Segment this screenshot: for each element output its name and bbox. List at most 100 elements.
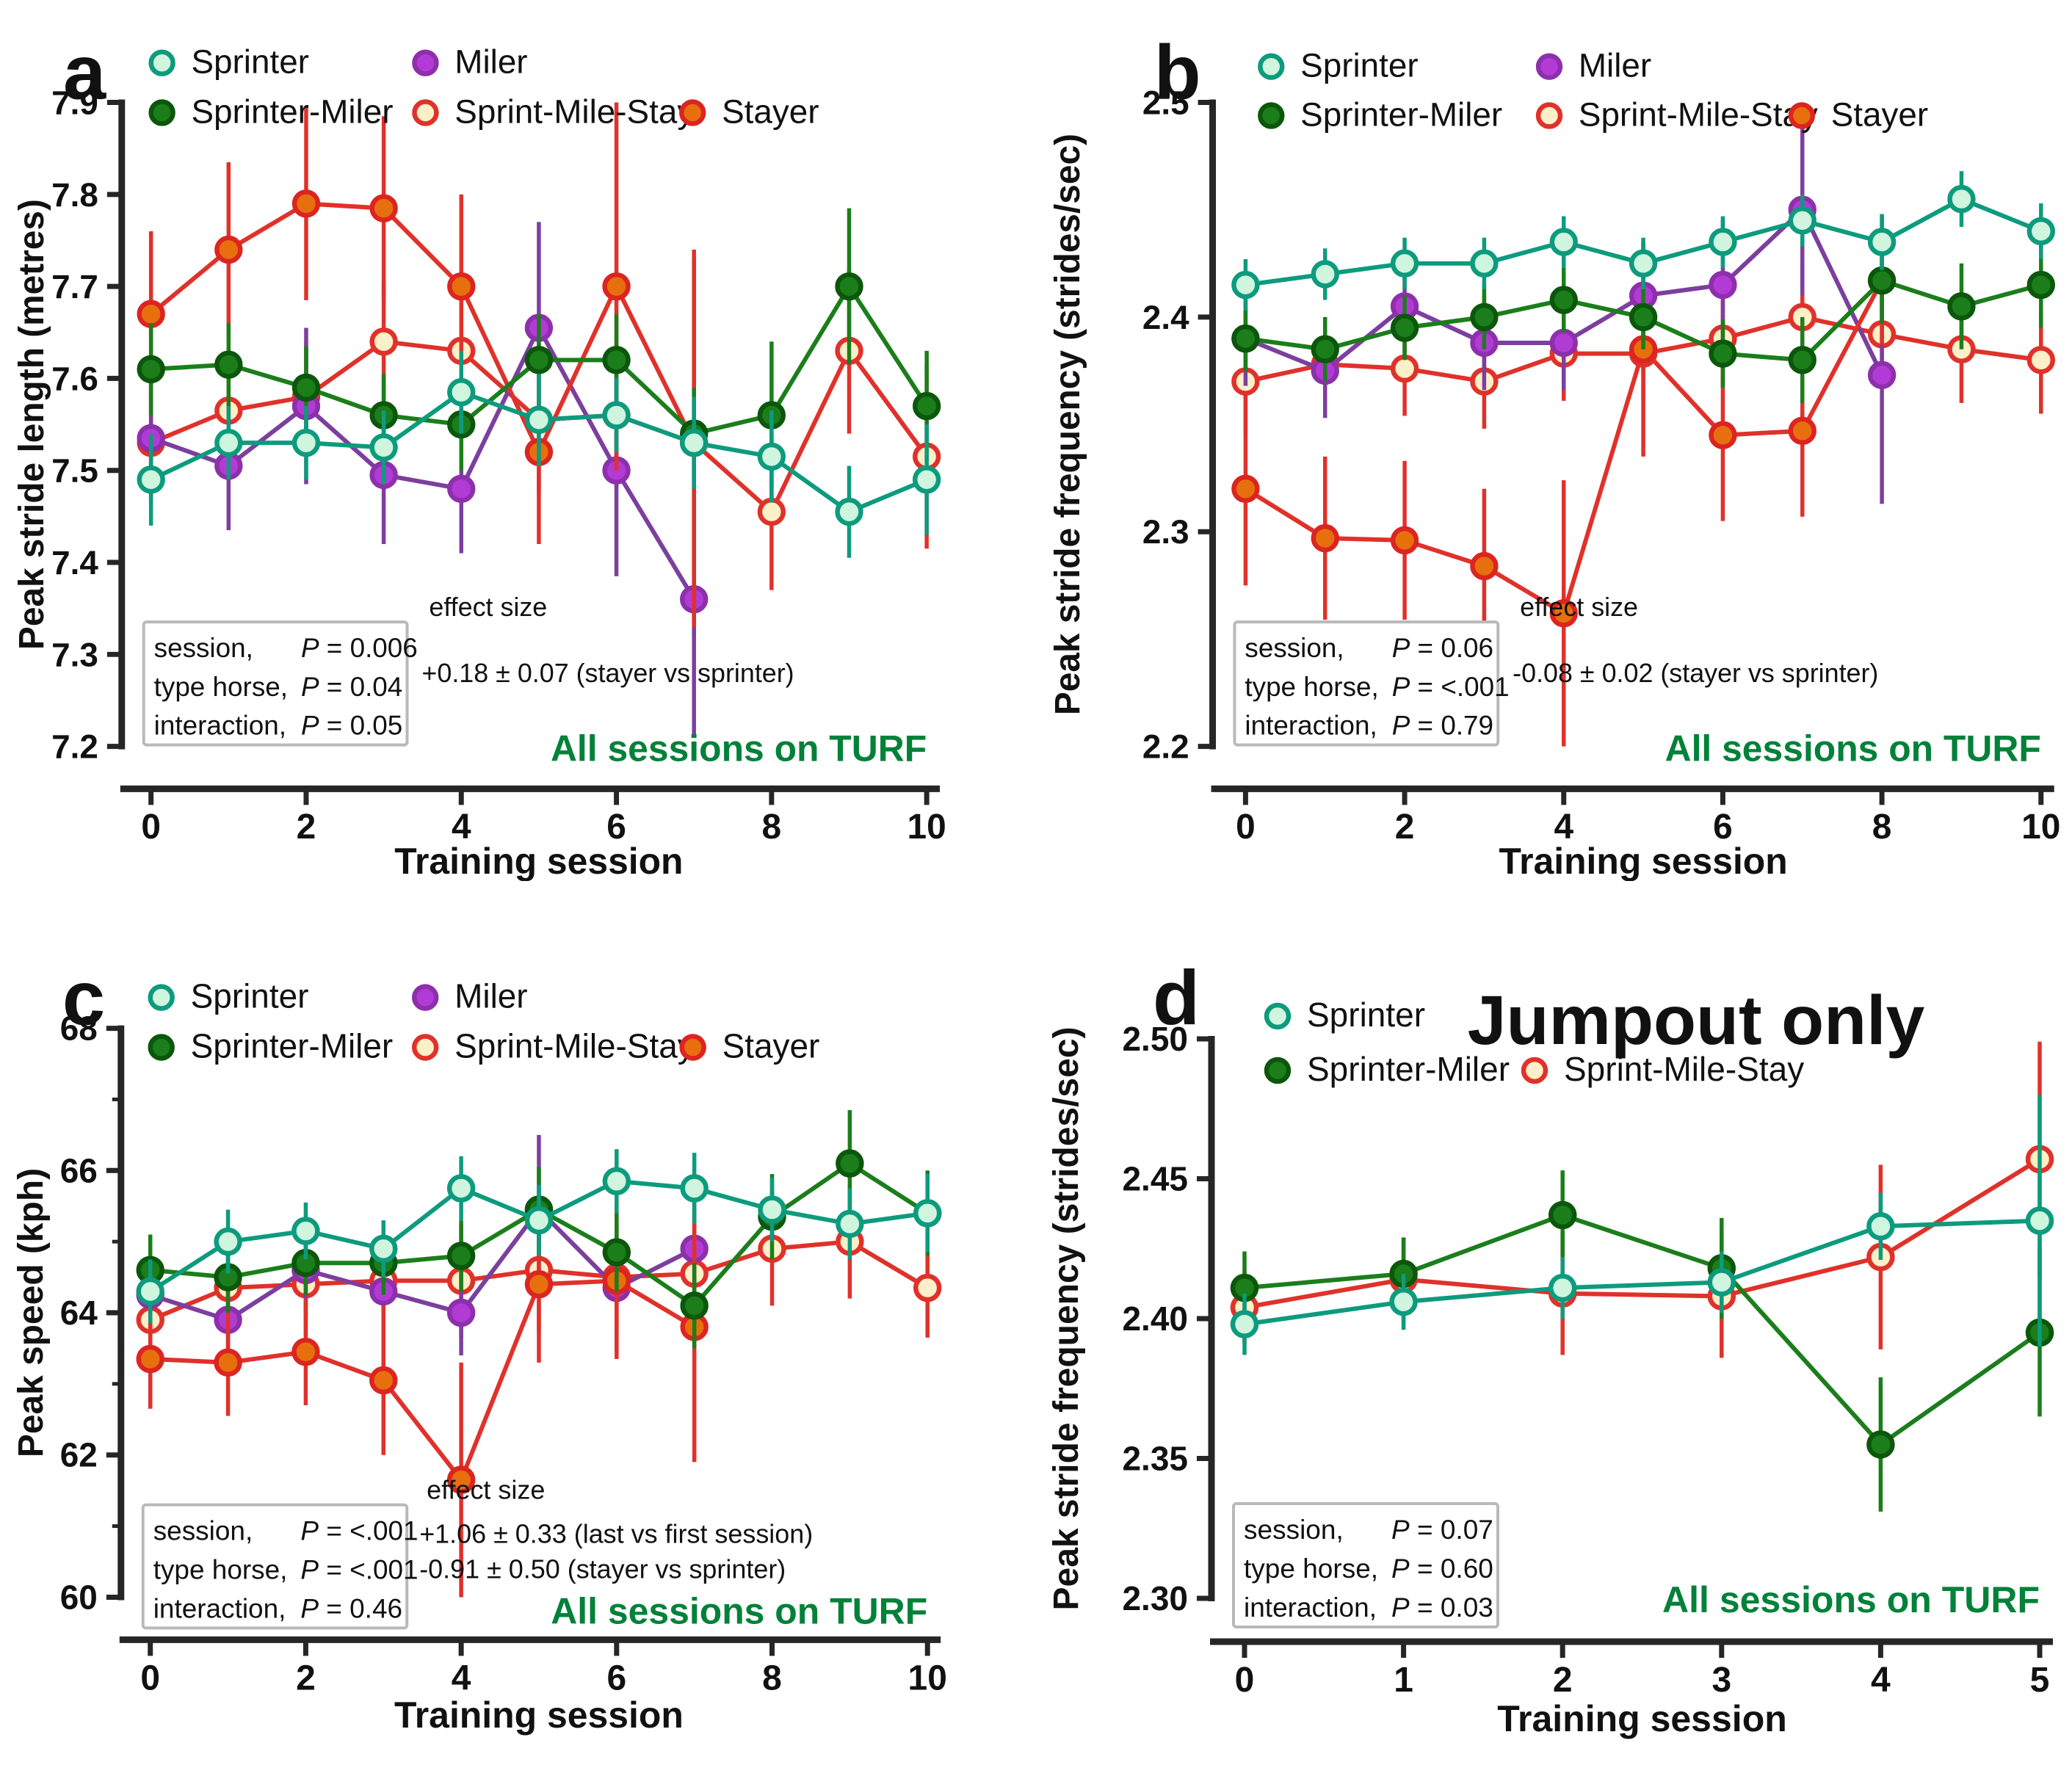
stayer-legend-marker (679, 99, 706, 126)
y-tick-label: 2.50 (1122, 1020, 1188, 1058)
sprinter_miler-marker (137, 355, 165, 384)
sprinter_miler-marker (602, 346, 631, 374)
panel-letter: a (63, 30, 106, 116)
stat-pvalue: P = 0.04 (301, 672, 402, 702)
legend: Sprinter Sprinter-Miler Sprint-Mile-Stay (1264, 996, 1804, 1088)
x-axis-title: Training session (394, 841, 683, 881)
sprint_mile_stay-legend-marker (1535, 102, 1563, 129)
stayer-marker (369, 1366, 398, 1395)
panel-letter: b (1154, 30, 1201, 116)
sprinter-marker (447, 378, 476, 407)
sprinter-marker (369, 1234, 398, 1264)
sprinter_miler-marker (1390, 314, 1419, 342)
stat-label: interaction, (154, 711, 286, 741)
legend-label: Sprinter (1300, 47, 1418, 84)
x-tick-label: 4 (452, 1659, 471, 1697)
stat-pvalue: P = 0.07 (1391, 1515, 1493, 1545)
y-tick-label: 2.3 (1142, 513, 1189, 551)
y-tick-label: 2.2 (1142, 728, 1189, 766)
effect-size-title: effect size (427, 1475, 545, 1505)
x-tick-label: 2 (296, 1659, 316, 1697)
y-tick-label: 2.35 (1122, 1440, 1188, 1478)
legend-label: Sprinter-Miler (1307, 1050, 1510, 1088)
sprint_mile_stay-marker (913, 1273, 942, 1302)
y-tick-label: 2.40 (1122, 1300, 1188, 1338)
legend-item-miler: Miler (412, 43, 528, 81)
x-tick-label: 6 (606, 1659, 626, 1697)
sprinter-marker (835, 497, 863, 526)
sprinter_miler-marker (680, 1291, 709, 1320)
stat-label: interaction, (1245, 711, 1377, 741)
effect-size-line: -0.08 ± 0.02 (stayer vs sprinter) (1513, 659, 1878, 688)
stayer-marker (447, 272, 476, 301)
sprinter-marker (836, 1209, 864, 1239)
y-tick-label: 68 (60, 1010, 98, 1048)
sprinter-marker (1231, 270, 1260, 300)
panel-b-chart: 2.2 2.3 2.4 2.5 Peak stride frequency (strid… (1048, 30, 2060, 881)
legend-label: Stayer (722, 93, 819, 130)
sprinter-legend-marker (148, 49, 175, 76)
stat-label: interaction, (1244, 1592, 1377, 1623)
y-axis: 60 62 64 66 68 Peak speed (kph) (12, 1010, 125, 1616)
sprinter_miler-legend-marker (148, 99, 175, 126)
sprinter_miler-marker (1867, 267, 1897, 295)
sprinter-legend-marker (1258, 53, 1285, 80)
panel-c: 60 62 64 66 68 Peak speed (kph) 0 2 4 6 8 10 Trainin… (0, 881, 1035, 1765)
x-axis-title: Training session (1499, 841, 1787, 881)
sprinter-marker (1629, 249, 1658, 278)
panel-title: Jumpout only (1468, 982, 1925, 1059)
sprint_mile_stay-legend-marker (1521, 1057, 1548, 1084)
effect-size-line: +1.06 ± 0.33 (last vs first session) (419, 1519, 813, 1549)
series-stayer (136, 1192, 709, 1598)
legend-label: Miler (454, 977, 527, 1015)
sprinter-marker (1866, 1212, 1895, 1241)
sprinter-marker (1867, 228, 1897, 256)
x-tick-label: 4 (1871, 1661, 1891, 1700)
series-line (150, 325, 696, 601)
panel-letter: d (1153, 955, 1200, 1041)
stat-label: type horse, (153, 1555, 288, 1585)
stat-label: type horse, (1244, 1554, 1378, 1584)
sprinter-marker (214, 1227, 242, 1256)
miler-marker (1867, 360, 1897, 390)
sprinter_miler-marker (2026, 270, 2055, 300)
turf-note: All sessions on TURF (551, 1590, 927, 1631)
y-tick-label: 64 (60, 1294, 98, 1332)
miler-legend-marker (1535, 53, 1563, 80)
y-tick-label: 7.4 (51, 544, 98, 581)
sprinter_miler-marker (1311, 335, 1339, 363)
sprinter_miler-marker (836, 1149, 864, 1178)
stat-pvalue: P = <.001 (300, 1516, 418, 1546)
x-tick-label: 5 (2030, 1661, 2050, 1700)
legend-label: Sprint-Mile-Stay (454, 93, 694, 130)
sprint_mile_stay-marker (1390, 354, 1419, 383)
stayer-marker (291, 1338, 320, 1366)
legend-item-sprinter_miler: Sprinter-Miler (148, 93, 393, 130)
y-axis: 7.2 7.3 7.4 7.5 7.6 7.7 7.8 7.9 Peak stride leng… (12, 84, 126, 766)
sprinter-marker (913, 1199, 942, 1228)
y-tick-label: 2.30 (1122, 1579, 1188, 1617)
panel-letter: c (62, 956, 105, 1042)
sprinter_miler-marker (912, 391, 941, 421)
sprinter_miler-marker (524, 346, 554, 374)
x-tick-label: 10 (908, 1659, 947, 1697)
series-group (137, 102, 941, 738)
sprinter_miler-marker (602, 1238, 631, 1266)
stayer-marker (369, 194, 398, 222)
panel-a-chart: 7.2 7.3 7.4 7.5 7.6 7.7 7.8 7.9 Peak stride leng… (12, 30, 946, 881)
y-axis: 2.2 2.3 2.4 2.5 Peak stride frequency (strid… (1048, 84, 1217, 766)
legend-label: Sprinter (191, 977, 309, 1015)
sprinter-marker (369, 433, 398, 462)
panel-d-chart: 2.30 2.35 2.40 2.45 2.50 Peak stride frequenc… (1047, 955, 2054, 1739)
sprinter-legend-marker (148, 984, 175, 1011)
x-tick-label: 2 (1395, 808, 1415, 847)
x-tick-label: 8 (762, 1659, 782, 1697)
sprinter-marker (1311, 260, 1339, 289)
x-axis-title: Training session (1497, 1698, 1787, 1739)
stats-box: session, P = 0.06 type horse, P = <.001 inte… (1233, 620, 1510, 747)
stayer-legend-marker (1788, 102, 1816, 129)
series-line (1244, 1157, 2041, 1310)
sprinter-marker (2025, 1206, 2054, 1235)
sprinter-marker (136, 1277, 164, 1306)
